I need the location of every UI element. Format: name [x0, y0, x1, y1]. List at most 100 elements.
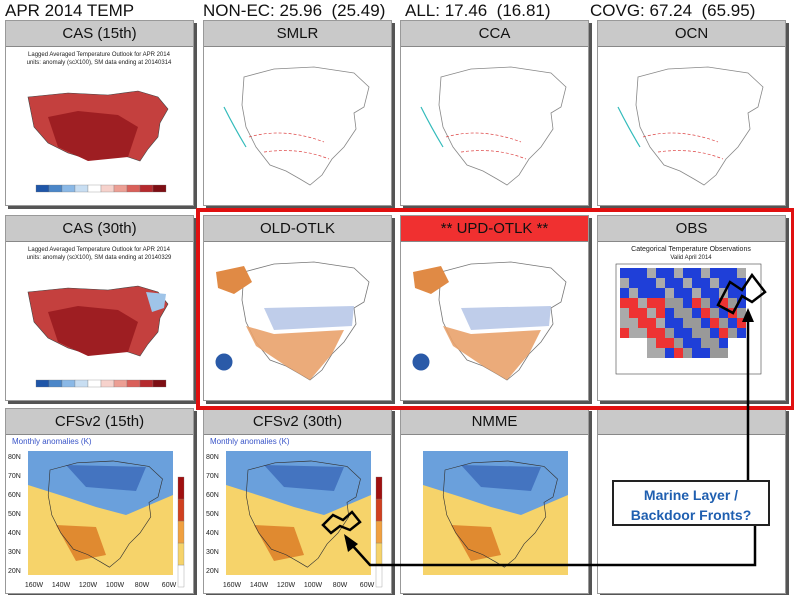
obs-cell: [620, 298, 629, 308]
obs-cell: [710, 288, 719, 298]
arrow-head: [344, 534, 358, 552]
panel-map: [411, 261, 567, 381]
map-outline: [635, 66, 764, 186]
panel: CCA: [400, 20, 589, 206]
obs-cell: [629, 318, 638, 328]
map-label: 140W: [52, 582, 71, 589]
obs-cell: [719, 278, 728, 288]
obs-cell: [647, 278, 656, 288]
map-outline: [438, 66, 567, 186]
obs-cell: [728, 288, 737, 298]
map-label: 80W: [135, 582, 150, 589]
obs-cell: [620, 278, 629, 288]
obs-cell: [674, 318, 683, 328]
obs-cell: [728, 318, 737, 328]
panel-title-bar: [598, 409, 785, 435]
obs-cell: [647, 288, 656, 298]
obs-cell: [692, 278, 701, 288]
map-label: 60W: [162, 582, 177, 589]
obs-cell: [674, 278, 683, 288]
obs-cell: [719, 318, 728, 328]
panel-map: [423, 451, 568, 575]
obs-cell: [629, 298, 638, 308]
header-stat: ALL: 17.46 (16.81): [405, 1, 551, 20]
panel-title: SMLR: [204, 21, 391, 47]
region-outline: [321, 510, 362, 535]
colorbar: [375, 476, 383, 500]
obs-cell: [647, 268, 656, 278]
header-title: APR 2014 TEMP: [5, 1, 135, 20]
obs-cell: [710, 298, 719, 308]
obs-cell: [647, 348, 656, 358]
obs-cell: [629, 288, 638, 298]
warm-anomaly: [254, 525, 304, 561]
obs-cell: [728, 328, 737, 338]
arrow-line: [351, 526, 757, 567]
obs-cell: [692, 268, 701, 278]
contour: [420, 106, 444, 148]
obs-cell: [737, 288, 746, 298]
contour: [617, 106, 641, 148]
obs-cell: [692, 308, 701, 318]
obs-cell: [665, 308, 674, 318]
region-outline: [716, 272, 767, 315]
above-normal: [216, 266, 252, 294]
panel-title: CCA: [401, 21, 588, 47]
panel-title: CAS (30th): [6, 216, 193, 242]
panel: CAS (15th) Lagged Averaged Temperature Ou…: [5, 20, 194, 206]
panel: ** UPD-OTLK **: [400, 215, 589, 401]
map-label: 50N: [206, 511, 219, 518]
panel-map: [223, 66, 370, 186]
panel-title: OLD-OTLK: [204, 216, 391, 242]
warm-anomaly: [56, 525, 106, 561]
obs-cell: [656, 348, 665, 358]
map-label: 20N: [206, 568, 219, 575]
obs-cell: [728, 298, 737, 308]
noaa-logo: [411, 352, 431, 372]
callout-text: Marine Layer /: [643, 487, 739, 503]
contour: [223, 106, 247, 148]
panel-map: [617, 66, 764, 186]
map-label: Monthly anomalies (K): [210, 437, 290, 446]
map-label: 80W: [333, 582, 348, 589]
obs-cell: [647, 298, 656, 308]
obs-cell: [665, 338, 674, 348]
obs-cell: [710, 278, 719, 288]
panel: NMME: [400, 408, 589, 594]
obs-cell: [710, 348, 719, 358]
obs-cell: [683, 318, 692, 328]
obs-cell: [665, 278, 674, 288]
obs-cell: [692, 328, 701, 338]
obs-cell: [701, 278, 710, 288]
obs-cell: [620, 308, 629, 318]
obs-cell: [656, 268, 665, 278]
obs-cell: [620, 268, 629, 278]
obs-cell: [674, 308, 683, 318]
anomaly-area: [48, 306, 138, 356]
obs-cell: [710, 328, 719, 338]
panel-map: [420, 66, 567, 186]
map-label: 120W: [79, 582, 98, 589]
below-normal: [461, 306, 551, 330]
panel-title: CAS (15th): [6, 21, 193, 47]
obs-cell: [683, 338, 692, 348]
obs-cell: [683, 348, 692, 358]
obs-cell: [719, 328, 728, 338]
panel-map: Lagged Averaged Temperature Outlook for …: [27, 247, 172, 388]
anomaly-area: [48, 111, 138, 161]
obs-cell: [665, 318, 674, 328]
obs-cell: [701, 288, 710, 298]
obs-cell: [665, 348, 674, 358]
map-label: 140W: [250, 582, 269, 589]
map-label: 160W: [223, 582, 242, 589]
map-label: units: anomaly (scX100), SM data ending …: [27, 60, 172, 66]
contour: [445, 132, 527, 160]
obs-cell: [629, 308, 638, 318]
map-label: 50N: [8, 511, 21, 518]
obs-cell: [665, 328, 674, 338]
obs-cell: [719, 338, 728, 348]
obs-cell: [692, 298, 701, 308]
obs-cell: [683, 268, 692, 278]
panel-title: ** UPD-OTLK **: [401, 216, 588, 242]
